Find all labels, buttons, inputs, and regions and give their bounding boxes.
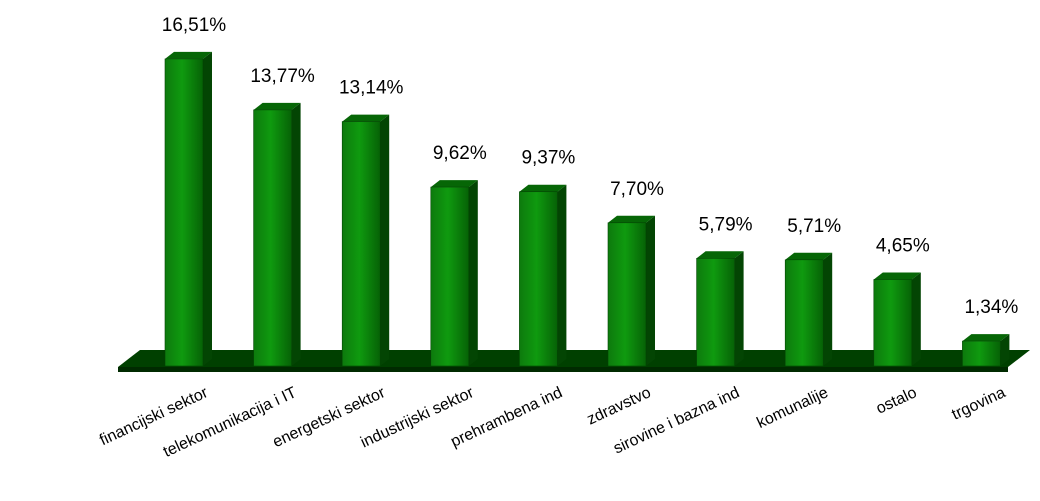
bar	[784, 252, 833, 367]
bar-front	[341, 121, 381, 367]
category-label: trgovina	[949, 384, 1008, 424]
value-label: 9,62%	[433, 143, 487, 164]
bar-side	[468, 180, 478, 366]
bar-top	[253, 102, 301, 110]
bar	[430, 180, 478, 367]
bar-top	[873, 272, 921, 280]
bar	[607, 215, 655, 367]
bar-top	[165, 51, 212, 59]
bar-top	[696, 251, 744, 259]
category-label: komunalije	[754, 384, 831, 432]
bar-top	[430, 180, 478, 188]
bar-top	[519, 184, 567, 192]
bar-side	[911, 272, 921, 366]
bar-side	[380, 114, 390, 366]
bar-side	[203, 51, 212, 366]
bar-front	[164, 58, 204, 367]
value-label: 13,14%	[339, 78, 404, 99]
value-label: 4,65%	[876, 236, 930, 257]
bar	[519, 184, 567, 367]
floor-front	[118, 367, 1008, 372]
bar-side	[734, 251, 744, 366]
bar-top	[608, 215, 655, 223]
category-label: zdravstvo	[584, 384, 653, 428]
bar-front	[430, 186, 470, 367]
bar-front	[962, 340, 1001, 367]
bar	[253, 102, 301, 367]
bar-front	[253, 109, 292, 367]
bar-side	[1000, 334, 1010, 366]
bar-side	[646, 215, 655, 366]
value-label: 5,79%	[699, 214, 753, 235]
bar-top	[342, 114, 390, 122]
bar-side	[291, 102, 301, 367]
bar-front	[696, 258, 735, 367]
bar-front	[784, 259, 824, 367]
category-label: ostalo	[874, 384, 920, 417]
bars-group	[164, 51, 1010, 367]
bar	[164, 51, 212, 367]
bar	[873, 272, 921, 367]
bar-front	[607, 222, 647, 367]
value-label: 1,34%	[964, 297, 1018, 318]
bar	[962, 334, 1010, 367]
value-labels-group: 16,51% 13,77% 13,14% 9,62% 9,37% 7,70% 5,79% 5,…	[162, 15, 1019, 318]
bar-top	[785, 252, 833, 260]
bar	[696, 251, 744, 367]
bar-side	[557, 184, 567, 366]
bar	[341, 114, 390, 367]
bar-front	[873, 279, 913, 367]
value-label: 5,71%	[787, 216, 841, 237]
bar-side	[823, 252, 833, 366]
value-label: 9,37%	[521, 148, 575, 169]
value-label: 16,51%	[162, 15, 227, 36]
value-label: 7,70%	[610, 179, 664, 200]
bar-front	[519, 191, 558, 367]
bar-top	[962, 334, 1010, 342]
value-label: 13,77%	[250, 66, 315, 87]
